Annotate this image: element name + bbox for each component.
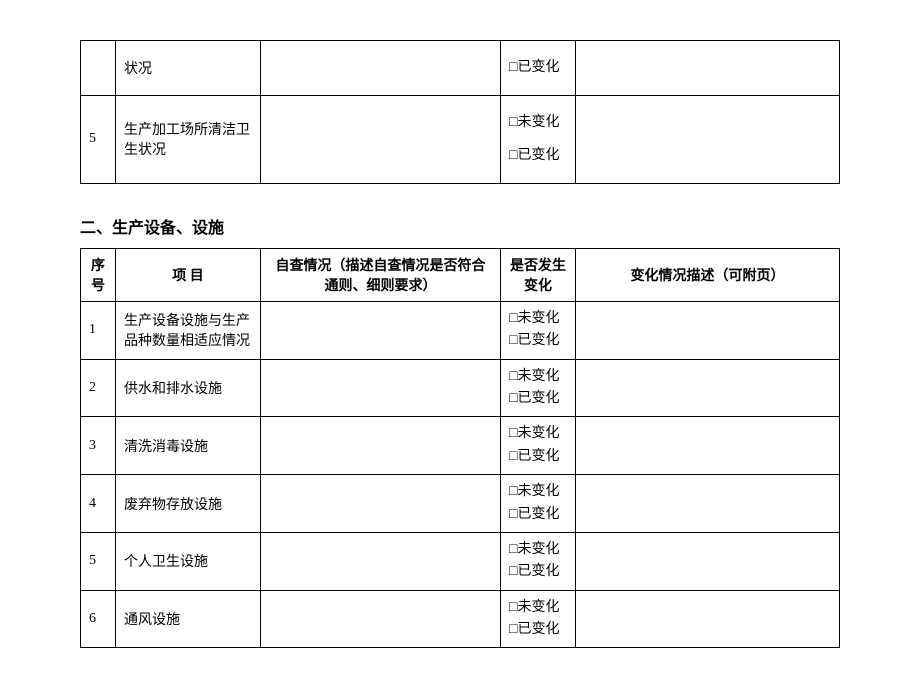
checkbox-option[interactable]: □已变化 <box>509 507 559 522</box>
checkbox-option[interactable]: □未变化 <box>509 311 559 326</box>
row-change-status: □已变化 <box>501 41 576 96</box>
header-desc: 变化情况描述（可附页） <box>576 248 840 301</box>
table-row: 5生产加工场所清洁卫生状况 □未变化 □已变化 <box>81 95 840 183</box>
header-row: 序号 项 目 自查情况（描述自查情况是否符合通则、细则要求） 是否发生变化 变化… <box>81 248 840 301</box>
row-change-desc <box>576 532 840 590</box>
row-item: 清洗消毒设施 <box>116 417 261 475</box>
table-row: 状况 □已变化 <box>81 41 840 96</box>
row-item: 个人卫生设施 <box>116 532 261 590</box>
row-item: 生产设备设施与生产品种数量相适应情况 <box>116 301 261 359</box>
header-item: 项 目 <box>116 248 261 301</box>
row-change-status: □未变化 □已变化 <box>501 301 576 359</box>
checkbox-option[interactable]: □未变化 <box>509 369 559 384</box>
checkbox-option[interactable]: □已变化 <box>509 60 559 75</box>
row-change-desc <box>576 359 840 417</box>
row-self-check <box>261 475 501 533</box>
row-num: 5 <box>81 95 116 183</box>
row-change-desc <box>576 95 840 183</box>
header-num: 序号 <box>81 248 116 301</box>
row-num: 4 <box>81 475 116 533</box>
header-check: 自查情况（描述自查情况是否符合通则、细则要求） <box>261 248 501 301</box>
checkbox-option[interactable]: □已变化 <box>509 622 559 637</box>
equipment-table-body: 1生产设备设施与生产品种数量相适应情况□未变化□已变化2供水和排水设施□未变化□… <box>81 301 840 648</box>
row-self-check <box>261 417 501 475</box>
row-self-check <box>261 532 501 590</box>
table-row: 1生产设备设施与生产品种数量相适应情况 □未变化 □已变化 <box>81 301 840 359</box>
row-self-check <box>261 359 501 417</box>
row-item: 废弃物存放设施 <box>116 475 261 533</box>
checkbox-option[interactable]: □已变化 <box>509 564 559 579</box>
checkbox-option[interactable]: □已变化 <box>509 333 559 348</box>
top-table-body: 状况 □已变化 5生产加工场所清洁卫生状况 □未变化 □已变化 <box>81 41 840 184</box>
table-row: 3清洗消毒设施 □未变化 □已变化 <box>81 417 840 475</box>
checkbox-option[interactable]: □未变化 <box>509 542 559 557</box>
checkbox-option[interactable]: □未变化 <box>509 484 559 499</box>
table-row: 5个人卫生设施 □未变化 □已变化 <box>81 532 840 590</box>
row-self-check <box>261 301 501 359</box>
checkbox-option[interactable]: □已变化 <box>509 449 559 464</box>
row-change-status: □未变化 □已变化 <box>501 359 576 417</box>
row-item: 状况 <box>116 41 261 96</box>
row-change-desc <box>576 475 840 533</box>
row-change-status: □未变化 □已变化 <box>501 532 576 590</box>
row-num: 5 <box>81 532 116 590</box>
row-change-status: □未变化 □已变化 <box>501 590 576 648</box>
row-item: 通风设施 <box>116 590 261 648</box>
row-num: 1 <box>81 301 116 359</box>
row-change-desc <box>576 301 840 359</box>
top-partial-table: 状况 □已变化 5生产加工场所清洁卫生状况 □未变化 □已变化 <box>80 40 840 184</box>
equipment-table: 序号 项 目 自查情况（描述自查情况是否符合通则、细则要求） 是否发生变化 变化… <box>80 248 840 649</box>
row-item: 供水和排水设施 <box>116 359 261 417</box>
checkbox-option[interactable]: □未变化 <box>509 426 559 441</box>
table-row: 2供水和排水设施 □未变化 □已变化 <box>81 359 840 417</box>
row-num: 3 <box>81 417 116 475</box>
table-row: 6通风设施 □未变化 □已变化 <box>81 590 840 648</box>
row-self-check <box>261 95 501 183</box>
row-change-desc <box>576 41 840 96</box>
table-row: 4废弃物存放设施 □未变化 □已变化 <box>81 475 840 533</box>
checkbox-option[interactable]: □未变化 <box>509 600 559 615</box>
header-change: 是否发生变化 <box>501 248 576 301</box>
section-2-title: 二、生产设备、设施 <box>80 214 840 238</box>
checkbox-option[interactable]: □未变化 <box>509 115 559 130</box>
row-item: 生产加工场所清洁卫生状况 <box>116 95 261 183</box>
row-self-check <box>261 41 501 96</box>
row-change-desc <box>576 417 840 475</box>
row-change-status: □未变化 □已变化 <box>501 417 576 475</box>
row-change-status: □未变化 □已变化 <box>501 475 576 533</box>
checkbox-option[interactable]: □已变化 <box>509 148 559 163</box>
row-num: 6 <box>81 590 116 648</box>
row-num: 2 <box>81 359 116 417</box>
row-num <box>81 41 116 96</box>
row-self-check <box>261 590 501 648</box>
row-change-status: □未变化 □已变化 <box>501 95 576 183</box>
checkbox-option[interactable]: □已变化 <box>509 391 559 406</box>
row-change-desc <box>576 590 840 648</box>
